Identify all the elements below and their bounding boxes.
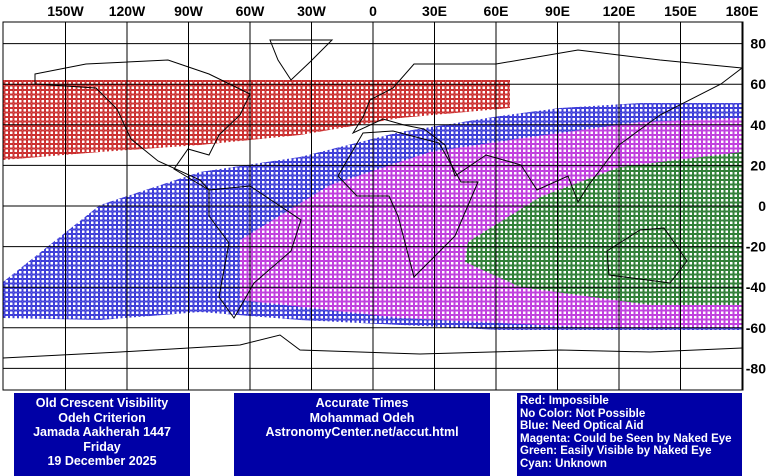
lat-label: 60 — [750, 76, 766, 92]
box-line: Magenta: Could be Seen by Naked Eye — [520, 432, 732, 445]
box-line: Old Crescent Visibility — [35, 396, 169, 410]
box-line: No Color: Not Possible — [520, 407, 646, 420]
lon-label: 120W — [109, 3, 146, 19]
lon-label: 30E — [422, 3, 447, 19]
zone-red — [3, 80, 510, 160]
lon-label: 90E — [545, 3, 570, 19]
box-line: Red: Impossible — [520, 395, 609, 407]
lat-label: 20 — [750, 157, 766, 173]
box-line: Cyan: Unknown — [520, 457, 607, 470]
credit-box: Accurate Times Mohammad Odeh AstronomyCent… — [234, 393, 490, 476]
lon-label: 120E — [603, 3, 636, 19]
eurasia — [351, 49, 744, 204]
lon-label: 60W — [236, 3, 266, 19]
lon-label: 30W — [297, 3, 327, 19]
box-line: Green: Easily Visible by Naked Eye — [520, 445, 712, 457]
lat-label: -40 — [746, 279, 766, 295]
coastlines — [2, 39, 744, 359]
map: 150W 120W 90W 60W 30W 0 30E 60E 90E 120E 150E 180E 8… — [2, 3, 766, 391]
box-line: Friday — [83, 439, 121, 454]
lat-label: -60 — [746, 320, 766, 336]
zone-green — [465, 152, 742, 305]
lon-label: 180E — [726, 3, 759, 19]
antarctica — [2, 334, 743, 359]
lat-label: 80 — [750, 36, 766, 52]
africa — [337, 130, 479, 278]
lon-label: 150E — [664, 3, 697, 19]
north-america — [34, 59, 251, 191]
box-line: Jamada Aakherah 1447 — [33, 425, 171, 439]
lon-label: 90W — [174, 3, 204, 19]
legend-box: Red: Impossible No Color: Not Possible Blu… — [517, 393, 742, 476]
box-line: Blue: Need Optical Aid — [520, 420, 644, 432]
lat-label: -80 — [746, 360, 766, 376]
info-box: Old Crescent Visibility Odeh Criterion Jam… — [14, 393, 190, 476]
box-line: Odeh Criterion — [58, 410, 146, 425]
lat-label: -20 — [746, 239, 766, 255]
box-line: Accurate Times — [315, 396, 409, 410]
lon-label: 150W — [47, 3, 84, 19]
box-line: 19 December 2025 — [47, 454, 157, 468]
lat-label: 0 — [758, 198, 766, 214]
australia — [606, 227, 688, 284]
box-line: Mohammad Odeh — [309, 410, 415, 425]
greenland — [269, 39, 334, 81]
south-america — [208, 185, 302, 319]
box-line: AstronomyCenter.net/accut.html — [265, 425, 459, 439]
lon-label: 60E — [484, 3, 509, 19]
lon-label: 0 — [369, 3, 377, 19]
grid — [3, 22, 743, 390]
lat-label: 40 — [750, 117, 766, 133]
